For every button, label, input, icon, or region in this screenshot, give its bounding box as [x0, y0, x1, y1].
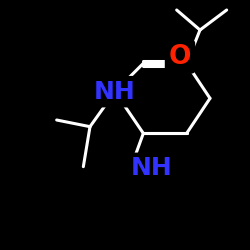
Text: NH: NH	[131, 156, 172, 180]
Text: O: O	[169, 44, 191, 70]
Text: NH: NH	[94, 80, 136, 104]
